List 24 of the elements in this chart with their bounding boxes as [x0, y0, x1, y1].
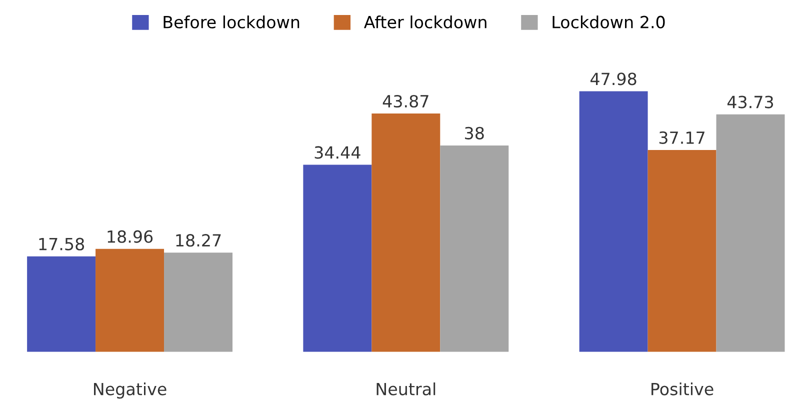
legend-label: Lockdown 2.0: [552, 16, 665, 28]
data-label: 34.44: [314, 146, 360, 159]
bar: [27, 256, 96, 352]
bar: [716, 114, 785, 352]
data-label: 38: [465, 126, 484, 140]
bar: [440, 145, 509, 352]
data-label: 18.27: [176, 234, 221, 247]
legend-label: Before lockdown: [164, 16, 300, 28]
x-tick-label: Positive: [652, 382, 714, 396]
legend-label: After lockdown: [364, 16, 486, 28]
bar: [303, 164, 372, 352]
data-label: 47.98: [590, 72, 636, 86]
bar: [648, 150, 716, 352]
x-tick-label: Neutral: [376, 382, 436, 396]
bar: [164, 252, 232, 352]
data-label: 43.87: [382, 94, 428, 108]
data-label: 18.96: [108, 230, 153, 243]
data-label: 43.73: [727, 96, 774, 108]
data-label: 17.58: [39, 238, 84, 250]
bar: [372, 114, 440, 352]
bar: [579, 91, 648, 352]
bar: [96, 248, 164, 352]
data-label: 37.17: [659, 131, 704, 144]
x-tick-label: Negative: [94, 382, 166, 399]
